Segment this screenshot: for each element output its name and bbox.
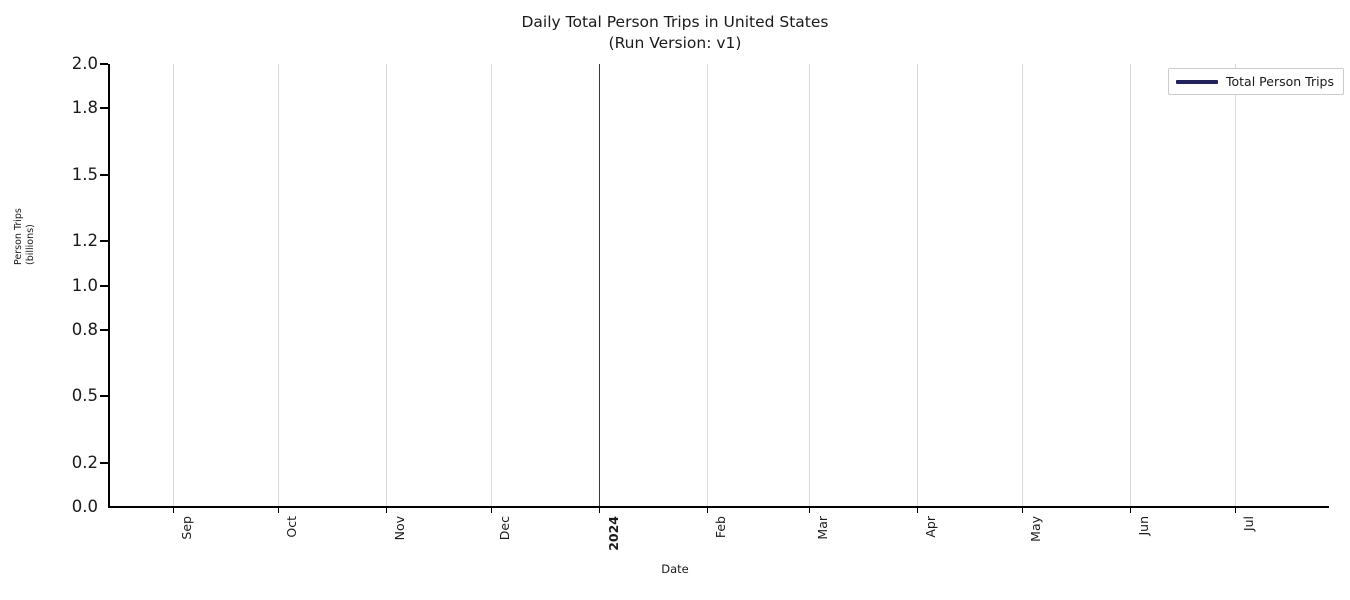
x-axis-tick-mark	[491, 508, 492, 513]
gridline-month	[707, 64, 708, 507]
x-axis-tick-mark	[707, 508, 708, 513]
y-axis-tick-mark	[100, 107, 108, 110]
x-axis-tick-label: Feb	[713, 516, 728, 539]
x-axis-tick-label: Mar	[815, 516, 830, 540]
gridline-month	[1130, 64, 1131, 507]
x-axis-tick-mark	[173, 508, 174, 513]
x-axis-tick-mark	[1022, 508, 1023, 513]
chart-title-line-2: (Run Version: v1)	[608, 34, 742, 52]
y-axis-tick-mark	[100, 461, 108, 464]
x-axis-tick-mark	[1130, 508, 1131, 513]
y-axis-tick-mark	[100, 395, 108, 398]
chart-title: Daily Total Person Trips in United State…	[0, 12, 1350, 54]
x-axis-tick-label: Sep	[179, 516, 194, 540]
y-axis-spine	[108, 64, 110, 508]
x-axis-tick-mark	[1235, 508, 1236, 513]
y-axis-tick-label: 0.5	[71, 386, 98, 406]
y-axis-tick-label: 1.8	[71, 98, 98, 118]
y-axis-tick-label: 1.5	[71, 164, 98, 184]
gridline-month	[278, 64, 279, 507]
legend-line-swatch	[1176, 79, 1218, 84]
gridline-year-boundary	[599, 64, 600, 507]
x-axis-tick-mark	[917, 508, 918, 513]
y-axis-tick-mark	[100, 173, 108, 176]
y-axis-tick-label: 2.0	[71, 54, 98, 73]
gridline-month	[386, 64, 387, 507]
x-axis-spine	[108, 506, 1329, 508]
plot-area	[110, 64, 1329, 507]
chart-title-line-1: Daily Total Person Trips in United State…	[521, 13, 829, 31]
x-axis-tick-label: 2024	[606, 516, 621, 551]
x-axis-tick-label: Apr	[923, 516, 938, 538]
y-axis-tick-mark	[100, 240, 108, 243]
y-axis-tick-label: 0.0	[71, 497, 98, 516]
plot-background	[110, 64, 1329, 507]
chart-legend[interactable]: Total Person Trips	[1168, 68, 1345, 95]
x-axis-tick-label: Nov	[392, 516, 407, 541]
y-axis-tick-mark	[100, 284, 108, 287]
y-axis-title-line-2: (billions)	[25, 224, 36, 265]
y-axis-tick-label: 1.0	[71, 275, 98, 295]
y-axis-tick-label: 0.8	[71, 319, 98, 339]
y-axis-tick-label: 0.2	[71, 452, 98, 472]
gridline-month	[491, 64, 492, 507]
x-axis-tick-label: Dec	[497, 516, 512, 541]
x-axis-tick-label: Oct	[284, 516, 299, 538]
y-axis-tick-mark	[100, 63, 108, 65]
gridline-month	[809, 64, 810, 507]
x-axis-tick-mark	[386, 508, 387, 513]
legend-label-total-person-trips: Total Person Trips	[1226, 74, 1335, 89]
x-axis-tick-mark	[278, 508, 279, 513]
gridline-month	[917, 64, 918, 507]
x-axis-title: Date	[661, 562, 689, 576]
y-axis-tick-mark	[100, 328, 108, 331]
gridline-month	[1235, 64, 1236, 507]
x-axis-tick-label: Jun	[1136, 516, 1151, 536]
x-axis-tick-label: May	[1028, 516, 1043, 542]
gridline-month	[173, 64, 174, 507]
x-axis-tick-label: Jul	[1241, 516, 1256, 532]
gridline-month	[1022, 64, 1023, 507]
y-axis-title: Person Trips (billions)	[13, 208, 37, 265]
x-axis-tick-mark	[599, 508, 600, 513]
y-axis-tick-label: 1.2	[71, 231, 98, 251]
x-axis-tick-mark	[809, 508, 810, 513]
y-axis-title-line-1: Person Trips	[13, 208, 24, 265]
